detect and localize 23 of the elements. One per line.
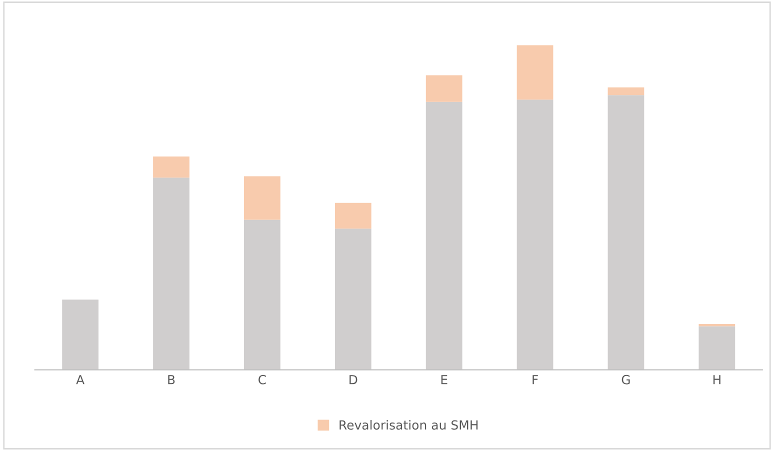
bar xyxy=(334,202,372,229)
x-tick-label: E xyxy=(441,375,448,384)
bar xyxy=(426,102,462,370)
bar xyxy=(608,87,644,96)
bar xyxy=(698,326,736,370)
x-tick-label: A xyxy=(76,375,84,384)
bar xyxy=(608,95,644,370)
x-tick-label: F xyxy=(532,375,538,384)
bar xyxy=(334,228,372,370)
bar xyxy=(516,45,554,100)
bar xyxy=(516,100,554,370)
x-tick-label: D xyxy=(350,375,358,384)
x-tick-label: H xyxy=(713,375,720,384)
legend-label: Revalorisation au SMH xyxy=(340,420,478,430)
bar xyxy=(153,156,190,178)
bar xyxy=(153,178,190,370)
x-tick-label: B xyxy=(168,375,175,384)
bar xyxy=(426,75,462,102)
x-tick-label: G xyxy=(622,374,630,384)
bar xyxy=(244,220,280,370)
bar xyxy=(244,176,280,220)
x-tick-label: C xyxy=(258,374,266,384)
bar xyxy=(62,300,98,370)
